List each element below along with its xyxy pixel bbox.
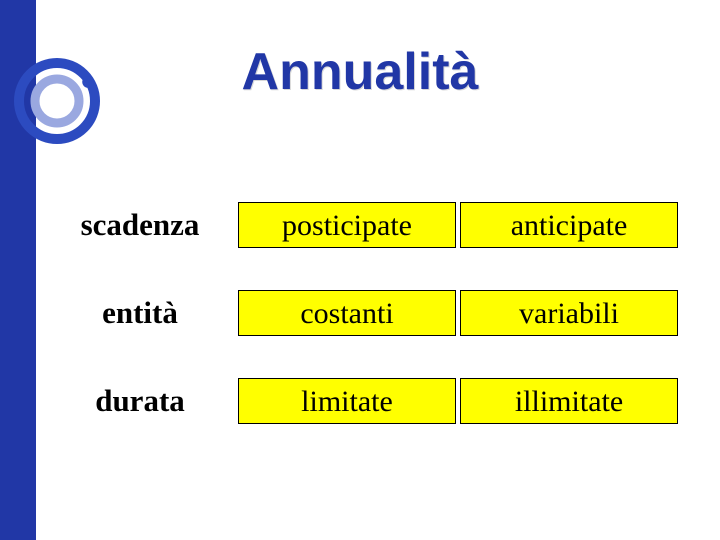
table-cell: anticipate <box>460 202 678 248</box>
table-row: entità costanti variabili <box>42 284 708 342</box>
classification-table: scadenza posticipate anticipate entità c… <box>42 196 708 460</box>
row-label: entità <box>42 295 238 331</box>
table-row: scadenza posticipate anticipate <box>42 196 708 254</box>
table-cell: illimitate <box>460 378 678 424</box>
page-title: Annualità <box>0 42 720 102</box>
row-label: scadenza <box>42 207 238 243</box>
table-row: durata limitate illimitate <box>42 372 708 430</box>
table-cell: limitate <box>238 378 456 424</box>
table-cell: costanti <box>238 290 456 336</box>
table-cell: posticipate <box>238 202 456 248</box>
table-cell: variabili <box>460 290 678 336</box>
row-label: durata <box>42 383 238 419</box>
